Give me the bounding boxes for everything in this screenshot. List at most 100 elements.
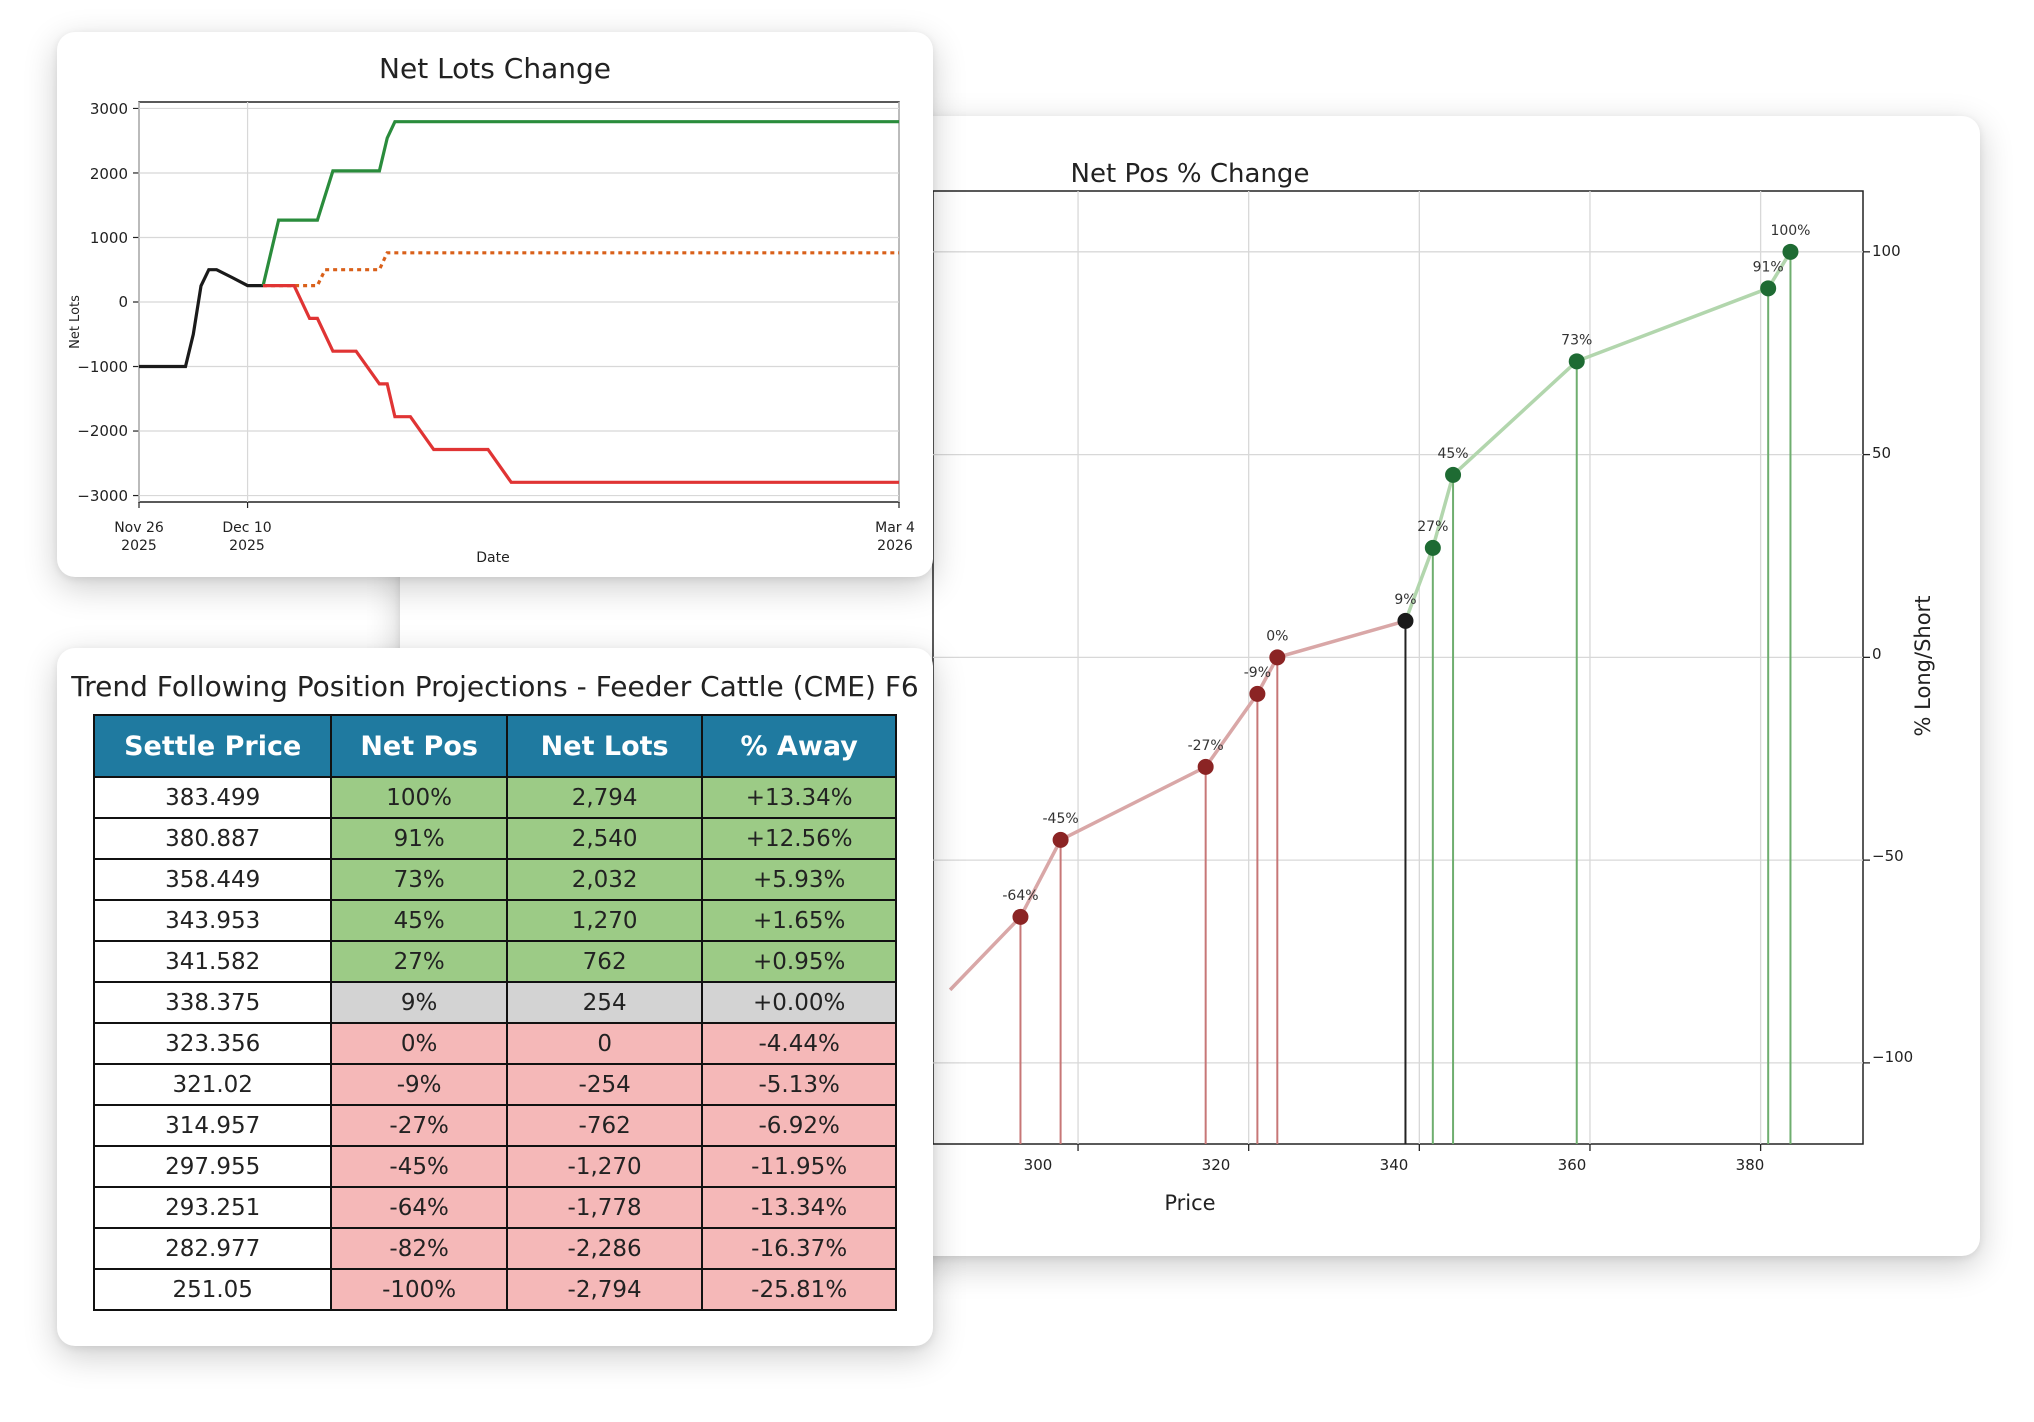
net-pos-y-tick-0: 0 xyxy=(1872,645,1882,663)
cell-pct-away: +13.34% xyxy=(701,776,897,819)
net-pos-x-tick-380: 380 xyxy=(1736,1156,1765,1174)
cell-pct-away: -5.13% xyxy=(701,1063,897,1106)
cell-settle-price: 323.356 xyxy=(92,1022,333,1065)
net-lots-x-axis-label: Date xyxy=(476,550,509,566)
net-lots-x-tick-dec10: Dec 10 xyxy=(222,520,271,536)
net-pos-y-axis-label: % Long/Short xyxy=(1911,596,1935,737)
table-title: Trend Following Position Projections - F… xyxy=(71,670,919,703)
net-pos-point-label: 73% xyxy=(1561,332,1592,348)
projection-table-card: Trend Following Position Projections - F… xyxy=(57,648,933,1346)
cell-pct-away: +5.93% xyxy=(701,858,897,901)
cell-net-pos: 73% xyxy=(330,858,508,901)
header-net-pos: Net Pos xyxy=(330,714,508,778)
cell-net-pos: 100% xyxy=(330,776,508,819)
net-pos-point xyxy=(1197,758,1214,775)
cell-pct-away: -6.92% xyxy=(701,1104,897,1147)
projection-table: Settle Price Net Pos Net Lots % Away 383… xyxy=(92,714,897,1311)
cell-net-lots: 1,270 xyxy=(505,899,704,942)
net-pos-point xyxy=(1424,539,1441,556)
cell-pct-away: -4.44% xyxy=(701,1022,897,1065)
cell-pct-away: -13.34% xyxy=(701,1186,897,1229)
net-lots-x-tick-mar4: Mar 4 xyxy=(875,520,915,536)
cell-net-pos: -27% xyxy=(330,1104,508,1147)
net-lots-chart-card: Net Lots Change 3000 2000 1000 0 −1000 −… xyxy=(57,32,933,577)
net-lots-y-tick-minus3000: −3000 xyxy=(77,487,128,505)
net-pos-y-tick-100: 100 xyxy=(1872,242,1901,260)
net-lots-y-tick-minus2000: −2000 xyxy=(77,422,128,440)
table-row: 380.887 91% 2,540 +12.56% xyxy=(92,817,897,860)
table-row: 343.953 45% 1,270 +1.65% xyxy=(92,899,897,942)
cell-settle-price: 358.449 xyxy=(92,858,333,901)
net-pos-point xyxy=(1052,831,1069,848)
table-header-row: Settle Price Net Pos Net Lots % Away xyxy=(92,714,897,778)
cell-settle-price: 380.887 xyxy=(92,817,333,860)
net-lots-y-axis-label: Net Lots xyxy=(68,295,83,349)
net-lots-y-tick-2000: 2000 xyxy=(90,165,128,183)
cell-net-lots: -762 xyxy=(505,1104,704,1147)
cell-settle-price: 251.05 xyxy=(92,1268,333,1311)
net-pos-point-label: 27% xyxy=(1417,519,1448,535)
table-row: 314.957 -27% -762 -6.92% xyxy=(92,1104,897,1147)
net-lots-chart-title: Net Lots Change xyxy=(379,52,611,85)
net-pos-x-tick-360: 360 xyxy=(1558,1156,1587,1174)
net-pos-point xyxy=(1269,649,1286,666)
net-pos-chart: Net Pos % Change 300 320 340 360 380 100… xyxy=(932,159,1935,1215)
cell-net-lots: -1,270 xyxy=(505,1145,704,1188)
net-lots-x-tick-nov26-year: 2025 xyxy=(121,538,157,554)
net-lots-y-tick-minus1000: −1000 xyxy=(77,358,128,376)
net-pos-x-tick-300: 300 xyxy=(1024,1156,1053,1174)
cell-net-lots: -2,794 xyxy=(505,1268,704,1311)
cell-net-pos: -82% xyxy=(330,1227,508,1270)
cell-pct-away: +12.56% xyxy=(701,817,897,860)
cell-settle-price: 341.582 xyxy=(92,940,333,983)
net-pos-point-label: 100% xyxy=(1770,223,1810,239)
table-row: 341.582 27% 762 +0.95% xyxy=(92,940,897,983)
net-pos-point-label: -9% xyxy=(1244,665,1271,681)
cell-net-lots: 762 xyxy=(505,940,704,983)
net-lots-series-history xyxy=(139,268,264,369)
net-pos-point-label: 0% xyxy=(1266,628,1288,644)
net-pos-plot-area xyxy=(932,190,1864,1145)
cell-settle-price: 383.499 xyxy=(92,776,333,819)
table-row: 323.356 0% 0 -4.44% xyxy=(92,1022,897,1065)
cell-settle-price: 338.375 xyxy=(92,981,333,1024)
cell-net-pos: -45% xyxy=(330,1145,508,1188)
cell-settle-price: 297.955 xyxy=(92,1145,333,1188)
cell-settle-price: 282.977 xyxy=(92,1227,333,1270)
cell-net-pos: 27% xyxy=(330,940,508,983)
table-row: 282.977 -82% -2,286 -16.37% xyxy=(92,1227,897,1270)
net-pos-x-tick-340: 340 xyxy=(1380,1156,1409,1174)
cell-net-pos: -64% xyxy=(330,1186,508,1229)
net-pos-point-label: -27% xyxy=(1188,738,1224,754)
cell-pct-away: -25.81% xyxy=(701,1268,897,1311)
table-row: 321.02 -9% -254 -5.13% xyxy=(92,1063,897,1106)
cell-net-lots: 2,540 xyxy=(505,817,704,860)
header-pct-away: % Away xyxy=(701,714,897,778)
cell-pct-away: +0.00% xyxy=(701,981,897,1024)
net-pos-y-tick-minus50: −50 xyxy=(1872,847,1904,865)
net-pos-chart-title: Net Pos % Change xyxy=(1071,159,1310,189)
cell-net-pos: 91% xyxy=(330,817,508,860)
cell-net-lots: 2,032 xyxy=(505,858,704,901)
net-pos-point-label: -64% xyxy=(1002,888,1038,904)
header-net-lots: Net Lots xyxy=(505,714,704,778)
cell-pct-away: +0.95% xyxy=(701,940,897,983)
cell-settle-price: 343.953 xyxy=(92,899,333,942)
net-lots-series-flat xyxy=(263,251,899,288)
cell-net-pos: -100% xyxy=(330,1268,508,1311)
net-lots-y-tick-3000: 3000 xyxy=(90,100,128,118)
net-pos-point-label: 45% xyxy=(1437,446,1468,462)
net-lots-series-up xyxy=(261,120,899,286)
cell-settle-price: 314.957 xyxy=(92,1104,333,1147)
cell-net-pos: 45% xyxy=(330,899,508,942)
net-pos-point-label: -45% xyxy=(1043,811,1079,827)
net-pos-point xyxy=(1012,908,1029,925)
cell-net-pos: 0% xyxy=(330,1022,508,1065)
cell-net-lots: -2,286 xyxy=(505,1227,704,1270)
cell-pct-away: -11.95% xyxy=(701,1145,897,1188)
net-pos-point xyxy=(1782,243,1799,260)
net-pos-point xyxy=(1445,466,1462,483)
cell-net-lots: -1,778 xyxy=(505,1186,704,1229)
net-pos-point-label: 9% xyxy=(1394,592,1416,608)
cell-net-lots: 0 xyxy=(505,1022,704,1065)
